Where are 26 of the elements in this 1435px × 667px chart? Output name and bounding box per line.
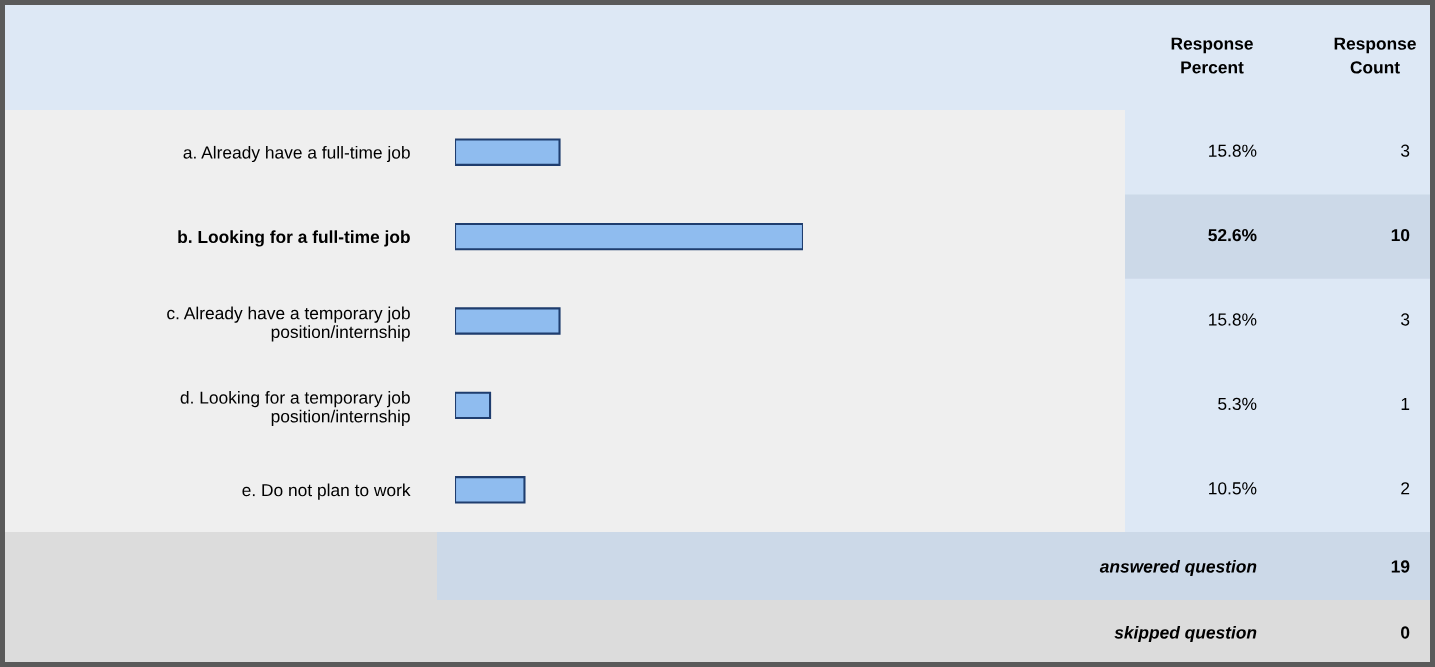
data-label: 15.8%: [1209, 313, 1257, 326]
y-tick-label: b. Looking for a full-time job: [178, 230, 410, 247]
data-label: 5.3%: [1218, 397, 1257, 411]
data-label: 52.6%: [1208, 228, 1257, 242]
text: 3: [1401, 144, 1410, 157]
y-tick-label: d. Looking for a temporary job position/internship: [180, 391, 410, 426]
text: 2: [1401, 482, 1410, 495]
bar: [455, 138, 561, 166]
text: 19: [1391, 560, 1410, 573]
y-tick-label: c. Already have a temporary job position/internship: [167, 306, 410, 342]
bar: [455, 222, 803, 251]
data-label: 10.5%: [1209, 482, 1257, 495]
text: Response Percent: [1171, 37, 1253, 74]
y-tick-label: e. Do not plan to work: [242, 483, 411, 500]
bar: [455, 391, 492, 420]
text: answered question: [1099, 559, 1257, 577]
bar: [455, 476, 526, 504]
y-tick-label: a. Already have a full-time job: [183, 145, 410, 163]
bar: [455, 307, 561, 335]
text: 0: [1401, 626, 1410, 639]
text: skipped question: [1114, 625, 1257, 643]
text: 1: [1401, 397, 1410, 410]
text: Response Count: [1334, 37, 1416, 74]
text: 10: [1391, 228, 1410, 242]
data-label: 15.8%: [1209, 144, 1257, 157]
text: 3: [1401, 313, 1410, 326]
